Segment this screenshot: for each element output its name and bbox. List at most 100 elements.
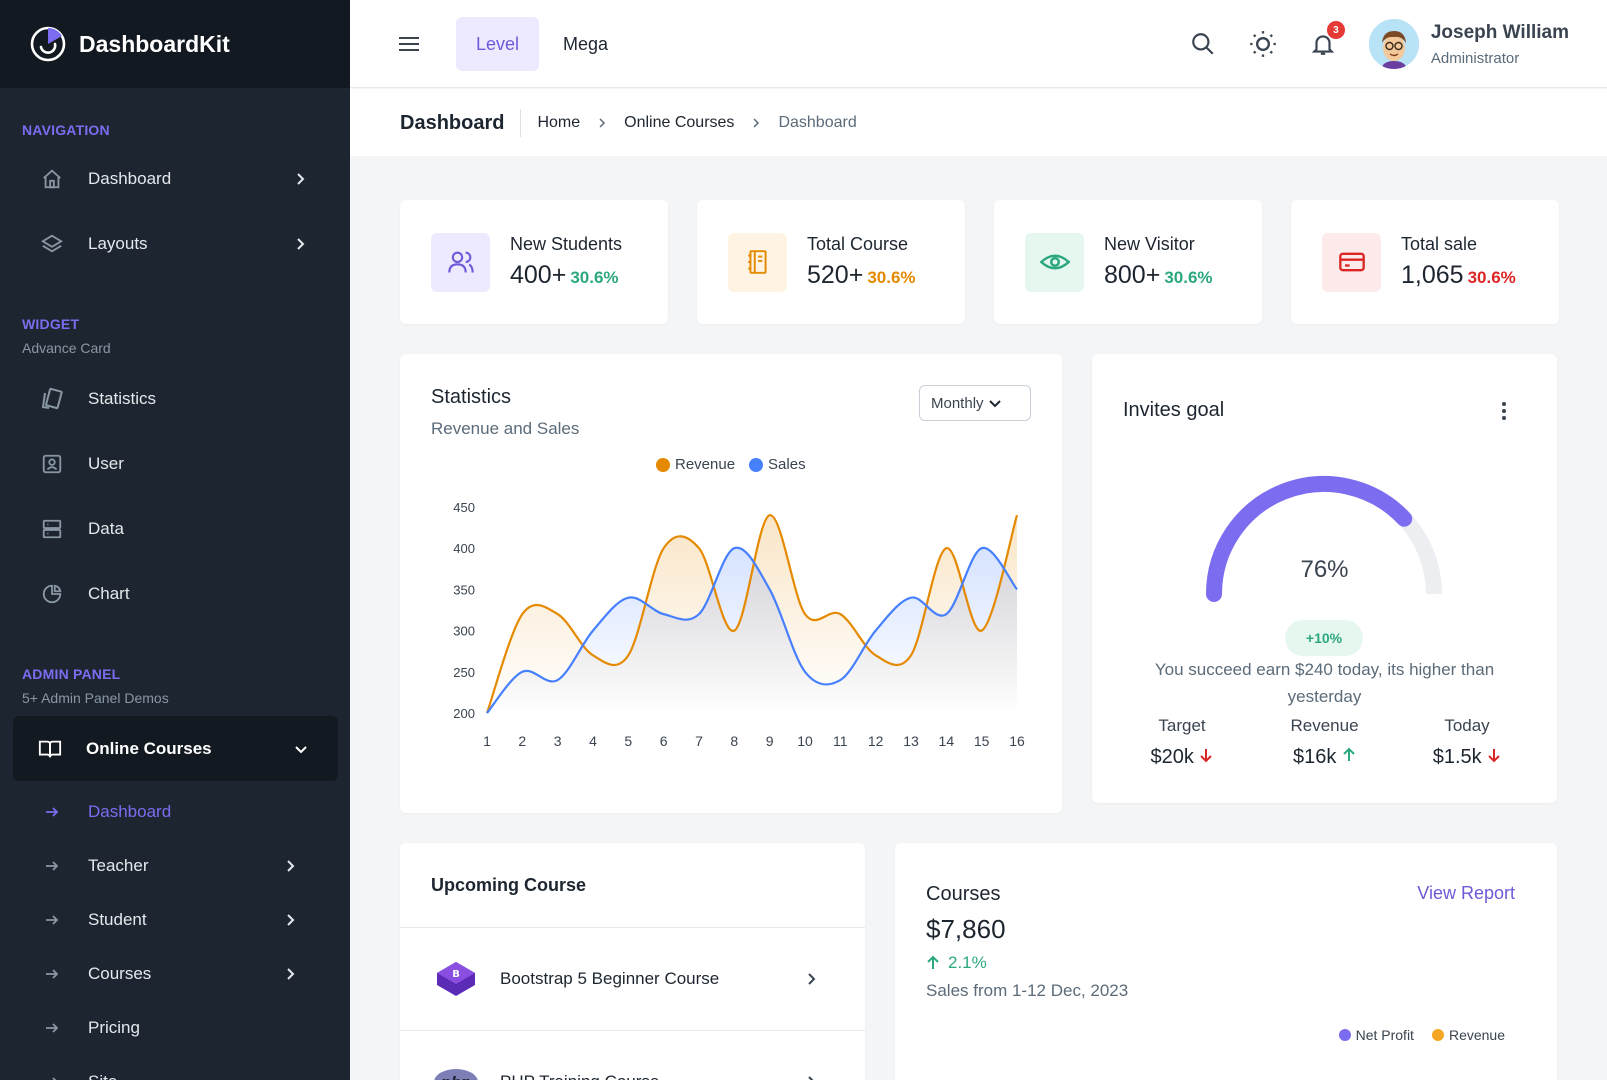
notebook-icon	[728, 232, 787, 292]
period-select[interactable]: Monthly	[919, 385, 1031, 421]
breadcrumb-current: Dashboard	[778, 113, 857, 131]
bell-icon[interactable]: 3	[1309, 21, 1345, 58]
credit-card-icon	[1322, 232, 1381, 292]
stat-value: 1,065	[1401, 261, 1464, 289]
bootstrap-icon: B	[437, 962, 475, 996]
invites-stat-label: Target	[1158, 716, 1206, 735]
invites-stat-value: $20k	[1150, 746, 1194, 768]
statistics-title: Statistics	[431, 386, 512, 408]
course-row-php[interactable]: php PHP Training Course	[400, 1030, 865, 1080]
x-tick-label: 2	[518, 733, 526, 749]
more-vertical-icon[interactable]	[1501, 401, 1507, 421]
sidebar-subitem-courses[interactable]: Courses	[0, 947, 350, 1001]
search-icon[interactable]	[1189, 30, 1217, 58]
user-card-icon	[40, 452, 64, 476]
stat-label: Total Course	[807, 234, 909, 254]
arrow-right-icon	[46, 861, 59, 871]
y-tick-label: 400	[453, 541, 475, 556]
stat-card-new-students[interactable]: New Students 400+ 30.6%	[400, 200, 668, 324]
gauge-fill	[1206, 476, 1413, 602]
x-tick-label: 1	[483, 733, 491, 749]
x-tick-label: 14	[939, 733, 955, 749]
x-tick-label: 4	[589, 733, 597, 749]
statistics-card: Statistics Revenue and Sales Monthly Rev…	[400, 354, 1062, 813]
arrow-right-icon	[46, 969, 59, 979]
stat-change: 30.6%	[1467, 268, 1516, 287]
sidebar-subitem-site[interactable]: Site	[0, 1055, 350, 1080]
sidebar-item-chart[interactable]: Chart	[0, 561, 350, 626]
view-report-link[interactable]: View Report	[1417, 883, 1515, 903]
sidebar-subitem-student[interactable]: Student	[0, 893, 350, 947]
stat-change: 30.6%	[867, 268, 916, 287]
stat-card-new-visitor[interactable]: New Visitor 800+ 30.6%	[994, 200, 1262, 324]
stat-card-total-sale[interactable]: Total sale 1,065 30.6%	[1291, 200, 1559, 324]
sun-icon[interactable]	[1249, 30, 1277, 58]
cards-icon	[40, 387, 64, 411]
x-tick-label: 13	[903, 733, 919, 749]
avatar[interactable]	[1368, 19, 1419, 69]
eye-icon	[1025, 232, 1084, 292]
menu-icon[interactable]	[396, 31, 422, 57]
upcoming-title: Upcoming Course	[431, 874, 587, 895]
sidebar-subitem-label: Teacher	[88, 856, 149, 875]
legend-item-sales[interactable]: Sales	[749, 456, 806, 473]
sidebar-item-data[interactable]: Data	[0, 496, 350, 561]
courses-period: Sales from 1-12 Dec, 2023	[926, 981, 1129, 1000]
chevron-down-icon	[988, 400, 1001, 408]
sidebar-item-online-courses[interactable]: Online Courses	[13, 716, 338, 781]
brand[interactable]: DashboardKit	[0, 0, 350, 88]
sidebar-item-label: Layouts	[88, 233, 148, 253]
stat-value: 400+	[510, 261, 567, 289]
arrow-right-icon	[46, 915, 59, 925]
header-tab-mega[interactable]: Mega	[563, 33, 609, 54]
sidebar-subitem-dashboard[interactable]: Dashboard	[0, 785, 350, 839]
arrow-down-icon	[1488, 749, 1500, 763]
invites-gauge	[1206, 476, 1442, 602]
breadcrumb-online-courses[interactable]: Online Courses	[624, 113, 735, 131]
sidebar-item-user[interactable]: User	[0, 431, 350, 496]
sidebar-subitem-teacher[interactable]: Teacher	[0, 839, 350, 893]
x-tick-label: 10	[797, 733, 813, 749]
legend-swatch	[656, 457, 670, 472]
sidebar-subitem-label: Dashboard	[88, 802, 172, 821]
sidebar-item-label: Online Courses	[86, 738, 212, 758]
sidebar-item-layouts[interactable]: Layouts	[0, 211, 350, 276]
svg-text:php: php	[440, 1075, 471, 1080]
arrow-right-icon	[46, 807, 59, 817]
x-tick-label: 8	[730, 733, 738, 749]
sidebar-subitem-label: Site	[88, 1072, 298, 1080]
layers-icon	[40, 232, 64, 256]
sidebar-subitem-pricing[interactable]: Pricing	[0, 1001, 350, 1055]
sidebar-item-label: Chart	[88, 583, 130, 603]
arrow-right-icon	[46, 1023, 59, 1033]
widget-subcaption: Advance Card	[22, 340, 111, 356]
brand-name: DashboardKit	[79, 30, 230, 57]
sidebar-item-dashboard[interactable]: Dashboard	[0, 146, 350, 211]
stat-card-total-course[interactable]: Total Course 520+ 30.6%	[697, 200, 965, 324]
header-tab-level[interactable]: Level	[456, 16, 540, 71]
user-name: Joseph William	[1430, 21, 1569, 43]
sidebar: DashboardKit NAVIGATION Dashboard Layout…	[0, 0, 350, 1080]
legend-label: Revenue	[1448, 1027, 1505, 1043]
y-tick-label: 200	[453, 706, 475, 721]
x-tick-label: 9	[766, 733, 774, 749]
series-line-revenue	[485, 514, 1019, 714]
user-info[interactable]: Joseph William Administrator	[1431, 22, 1569, 67]
legend-item-revenue[interactable]: Revenue	[656, 456, 735, 473]
chevron-right-icon	[808, 973, 816, 985]
breadcrumb-home[interactable]: Home	[537, 113, 581, 131]
arrow-down-icon	[1200, 749, 1213, 763]
arrow-up-icon	[1343, 747, 1355, 761]
sidebar-item-statistics[interactable]: Statistics	[0, 366, 350, 431]
legend-item-revenue[interactable]: Revenue	[1431, 1027, 1505, 1043]
chevron-right-icon	[297, 237, 305, 250]
x-tick-label: 16	[1009, 733, 1025, 749]
courses-title: Courses	[926, 883, 1001, 905]
sidebar-subitem-label: Courses	[88, 964, 152, 983]
legend-item-net-profit[interactable]: Net Profit	[1338, 1027, 1414, 1043]
stat-change: 30.6%	[1164, 268, 1213, 287]
y-tick-label: 350	[453, 582, 475, 597]
course-row-bootstrap[interactable]: B Bootstrap 5 Beginner Course	[400, 927, 865, 1030]
invites-goal-card: Invites goal 76% +10% You succeed earn $…	[1092, 354, 1557, 803]
x-tick-label: 6	[660, 733, 668, 749]
